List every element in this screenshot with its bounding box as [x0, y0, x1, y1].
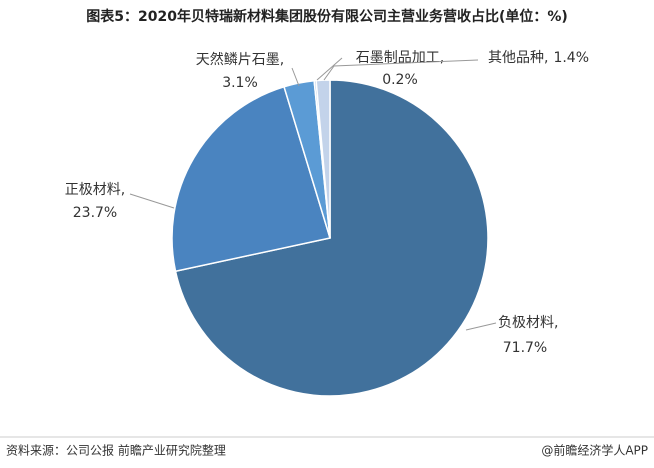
chart-title: 图表5：2020年贝特瑞新材料集团股份有限公司主营业务营收占比(单位：%) [86, 8, 568, 25]
value-label: 1.4% [553, 50, 589, 66]
source: 资料来源：公司公报 前瞻产业研究院整理 [6, 443, 226, 458]
leader-line [316, 57, 343, 81]
leader-line [291, 67, 300, 87]
leader-line [323, 59, 479, 81]
leader-line [465, 322, 497, 331]
category-label: 正极材料, [65, 182, 125, 198]
leader-line [129, 193, 175, 209]
value-label: 23.7% [73, 205, 117, 221]
value-label: 3.1% [222, 75, 258, 91]
category-label: 天然鳞片石墨, [196, 51, 284, 68]
slice-label: 其他品种, 1.4% [488, 50, 589, 66]
category-label: 其他品种, [488, 50, 548, 66]
pie-slice [174, 79, 489, 397]
value-label: 71.7% [503, 340, 547, 356]
pie-slice [171, 85, 331, 273]
value-label: 0.2% [382, 72, 418, 88]
pie-slice [315, 79, 331, 239]
credit: @前瞻经济学人APP [541, 443, 648, 458]
category-label: 负极材料, [498, 315, 558, 331]
